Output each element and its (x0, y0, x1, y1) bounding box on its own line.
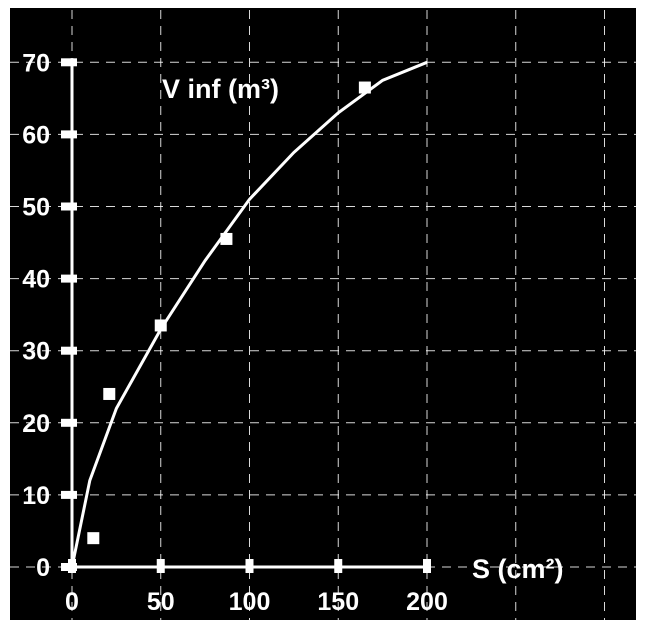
y-tick-mark (61, 202, 77, 211)
y-tick-label: 60 (22, 121, 50, 149)
y-axis-label: V inf (m³) (162, 74, 279, 104)
label-layer: V inf (m³) S (cm²) 0 10 20 30 40 50 60 70 0 50 100… (22, 49, 563, 616)
plot-background (10, 8, 636, 620)
data-point (87, 532, 100, 545)
y-tick-mark (61, 58, 77, 67)
y-tick-mark (61, 490, 77, 499)
x-tick-mark (423, 559, 431, 573)
data-point-layer (87, 81, 371, 545)
x-tick-label: 200 (406, 588, 448, 616)
y-tick-label: 30 (22, 338, 50, 366)
y-tick-label: 10 (22, 482, 50, 510)
x-tick-label: 0 (65, 588, 79, 616)
x-tick-mark (156, 559, 165, 573)
y-tick-mark (61, 130, 77, 139)
y-tick-label: 40 (22, 266, 50, 294)
x-axis-label: S (cm²) (472, 554, 564, 584)
x-tick-label: 100 (229, 588, 271, 616)
data-point (154, 319, 167, 332)
y-tick-mark (61, 418, 77, 427)
data-point (358, 81, 371, 94)
y-tick-mark (61, 346, 77, 355)
y-tick-mark (61, 274, 77, 283)
data-point (220, 232, 233, 245)
axis-layer (61, 58, 431, 573)
fit-curve (70, 60, 428, 568)
fit-curve-layer (70, 60, 428, 568)
x-tick-mark (334, 559, 343, 573)
data-point (103, 387, 116, 400)
x-tick-label: 150 (317, 588, 359, 616)
x-tick-mark (245, 559, 254, 573)
y-tick-label: 70 (22, 49, 50, 77)
y-tick-label: 0 (36, 554, 50, 582)
y-tick-label: 50 (22, 194, 50, 222)
x-tick-label: 50 (147, 588, 175, 616)
y-tick-label: 20 (22, 410, 50, 438)
